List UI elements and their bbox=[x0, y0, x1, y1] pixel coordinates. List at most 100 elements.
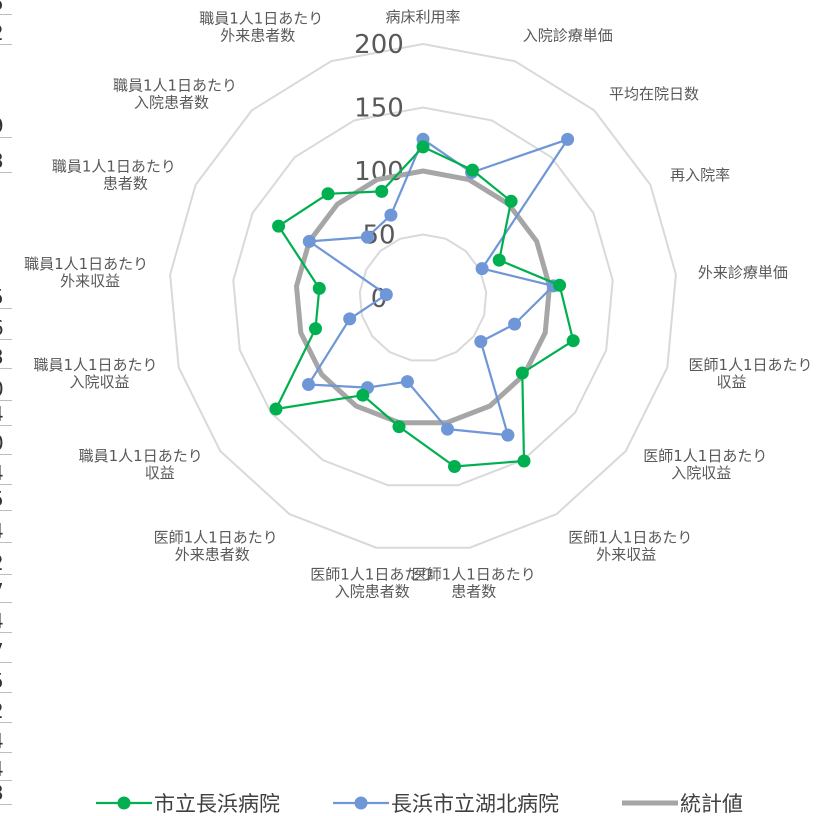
edge-digit-fragment: 2 bbox=[0, 700, 16, 722]
category-label: 医師1人1日あたり患者数 bbox=[412, 565, 536, 600]
edge-digit-fragment: 4 bbox=[0, 462, 16, 484]
category-label: 医師1人1日あたり外来収益 bbox=[568, 529, 692, 564]
series-0-point bbox=[269, 402, 283, 416]
series-1-point bbox=[441, 422, 454, 436]
category-label: 職員1人1日あたり入院患者数 bbox=[113, 77, 237, 112]
edge-cell-border bbox=[0, 339, 12, 340]
category-label: 外来診療単価 bbox=[698, 264, 788, 282]
series-0-point bbox=[566, 334, 580, 348]
series-line-2 bbox=[294, 168, 552, 426]
series-0-point bbox=[515, 366, 529, 380]
edge-digit-fragment: 0 bbox=[0, 432, 16, 454]
edge-cell-border bbox=[0, 574, 12, 575]
category-labels: 病床利用率入院診療単価平均在院日数再入院率外来診療単価医師1人1日あたり収益医師… bbox=[24, 8, 812, 600]
series-0-point bbox=[416, 140, 430, 154]
series-1-point bbox=[508, 317, 522, 331]
edge-digit-fragment: 3 bbox=[0, 150, 16, 172]
category-label: 病床利用率 bbox=[385, 8, 460, 26]
tick-label: 150 bbox=[354, 94, 404, 124]
legend: 市立長浜病院 長浜市立湖北病院 統計値 bbox=[96, 792, 743, 816]
edge-digit-fragment: 5 bbox=[0, 0, 16, 14]
edge-cell-border bbox=[0, 804, 12, 805]
category-label: 職員1人1日あたり外来患者数 bbox=[199, 10, 323, 45]
edge-cell-border bbox=[0, 692, 12, 693]
edge-digit-fragment: 5 bbox=[0, 286, 16, 308]
series-0-point bbox=[309, 322, 322, 336]
series-1-point bbox=[475, 262, 489, 276]
series-1-point bbox=[360, 230, 374, 244]
series-1-point bbox=[561, 132, 575, 146]
edge-digit-fragment: 3 bbox=[0, 782, 16, 804]
legend-marker bbox=[117, 796, 131, 810]
edge-cell-border bbox=[0, 137, 12, 138]
edge-digit-fragment: 4 bbox=[0, 520, 16, 542]
edge-digit-fragment: 9 bbox=[0, 115, 16, 137]
legend-label: 統計値 bbox=[680, 792, 743, 816]
edge-cell-border bbox=[0, 400, 12, 401]
legend-marker bbox=[354, 796, 368, 810]
edge-digit-fragment: 4 bbox=[0, 758, 16, 780]
series-0-point bbox=[312, 281, 326, 295]
category-label: 医師1人1日あたり収益 bbox=[688, 356, 812, 391]
series-0-point bbox=[448, 460, 461, 473]
series-0-point bbox=[392, 420, 406, 434]
edge-digit-fragment: 4 bbox=[0, 403, 16, 425]
series-line-1 bbox=[307, 138, 569, 437]
edge-digit-fragment: 6 bbox=[0, 317, 16, 339]
edge-cell-border bbox=[0, 510, 12, 511]
series-1-point bbox=[474, 335, 488, 349]
edge-digit-fragment: 7 bbox=[0, 580, 16, 602]
edge-cell-border bbox=[0, 44, 12, 45]
edge-cell-border bbox=[0, 14, 12, 15]
category-label: 平均在院日数 bbox=[609, 85, 699, 103]
legend-label: 市立長浜病院 bbox=[154, 792, 280, 816]
legend-label: 長浜市立湖北病院 bbox=[391, 792, 559, 816]
series-1-point bbox=[384, 208, 398, 222]
series-0-point bbox=[321, 187, 335, 201]
edge-cell-border bbox=[0, 602, 12, 603]
edge-cell-border bbox=[0, 172, 12, 173]
category-label: 職員1人1日あたり外来収益 bbox=[24, 255, 148, 290]
edge-cell-border bbox=[0, 425, 12, 426]
category-label: 職員1人1日あたり収益 bbox=[79, 447, 203, 482]
edge-cell-border bbox=[0, 662, 12, 663]
category-label: 医師1人1日あたり入院収益 bbox=[643, 447, 767, 482]
edge-digit-fragment: 3 bbox=[0, 346, 16, 368]
series-1-point bbox=[501, 428, 515, 442]
series-1-point bbox=[302, 234, 316, 248]
edge-cell-border bbox=[0, 454, 12, 455]
category-label: 入院診療単価 bbox=[523, 27, 613, 45]
edge-digit-fragment: 4 bbox=[0, 730, 16, 752]
edge-cell-border bbox=[0, 484, 12, 485]
edge-digit-fragment: 5 bbox=[0, 670, 16, 692]
edge-cell-border bbox=[0, 308, 12, 309]
gridline-200 bbox=[169, 42, 677, 549]
edge-cell-border bbox=[0, 722, 12, 723]
radar-gridlines bbox=[169, 42, 677, 549]
edge-cell-border bbox=[0, 368, 12, 369]
series-0-point bbox=[466, 163, 479, 177]
series-0-point bbox=[504, 194, 518, 208]
category-label: 再入院率 bbox=[670, 166, 730, 184]
series-0-point bbox=[356, 388, 370, 402]
series-line-0 bbox=[274, 145, 575, 468]
edge-digit-fragment: 0 bbox=[0, 378, 16, 400]
edge-digit-fragment: 7 bbox=[0, 640, 16, 662]
tick-label: 100 bbox=[354, 157, 404, 187]
series-0-point bbox=[553, 278, 567, 292]
series-0-point bbox=[517, 454, 531, 468]
edge-cell-border bbox=[0, 542, 12, 543]
edge-cell-border bbox=[0, 632, 12, 633]
edge-digit-fragment: 4 bbox=[0, 610, 16, 632]
series-1-point bbox=[379, 288, 393, 302]
category-label: 職員1人1日あたり患者数 bbox=[52, 157, 176, 192]
edge-cell-border bbox=[0, 752, 12, 753]
edge-digit-fragment: 5 bbox=[0, 488, 16, 510]
category-label: 職員1人1日あたり入院収益 bbox=[33, 356, 157, 391]
edge-digit-fragment: 2 bbox=[0, 552, 16, 574]
tick-label: 200 bbox=[354, 30, 404, 60]
series-0-point bbox=[272, 219, 286, 233]
series-0-point bbox=[492, 253, 506, 267]
